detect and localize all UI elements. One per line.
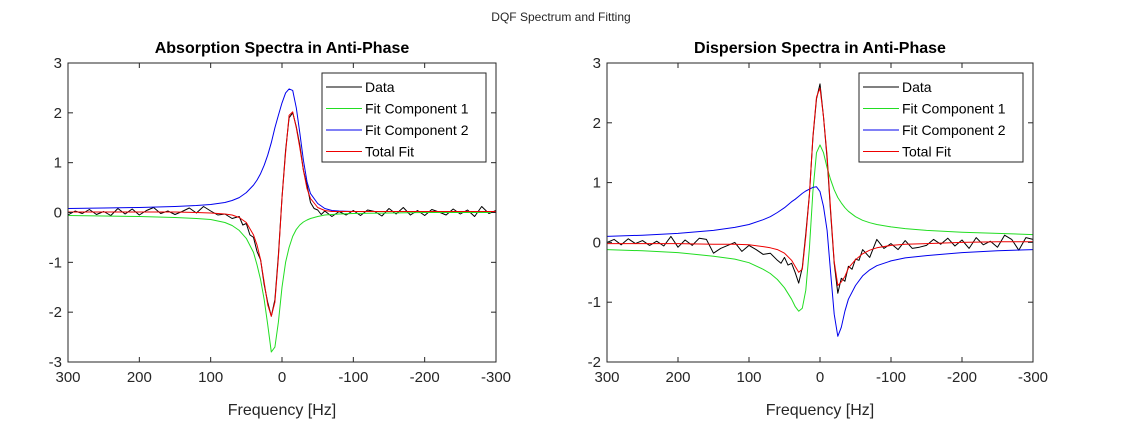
x-tick-label: -300	[1018, 369, 1048, 386]
series-line-data	[606, 83, 1034, 294]
subplot-title: Absorption Spectra in Anti-Phase	[155, 40, 410, 57]
x-tick-label: -100	[876, 369, 906, 386]
series-line-fit-component-1	[67, 212, 496, 353]
x-axis-label: Frequency [Hz]	[766, 402, 874, 419]
x-tick-label: 100	[198, 369, 223, 386]
legend-entry: Total Fit	[365, 144, 414, 160]
y-tick-label: -2	[49, 304, 62, 321]
series-line-total-fit	[68, 111, 496, 317]
x-tick-label: 0	[816, 369, 824, 386]
legend-entry: Fit Component 1	[902, 101, 1006, 117]
legend-entry: Total Fit	[902, 144, 951, 160]
x-tick-label: 0	[278, 369, 286, 386]
legend-entry: Fit Component 2	[365, 122, 469, 138]
legend-entry: Fit Component 2	[902, 122, 1006, 138]
y-tick-label: 2	[593, 115, 601, 132]
legend-entry: Data	[365, 79, 395, 95]
y-tick-label: 0	[593, 234, 601, 251]
y-tick-label: 0	[54, 205, 62, 222]
x-tick-label: -200	[410, 369, 440, 386]
x-tick-label: 300	[55, 369, 80, 386]
x-tick-label: 200	[665, 369, 690, 386]
x-tick-label: 300	[594, 369, 619, 386]
legend: Data Fit Component 1 Fit Component 2 Total …	[321, 72, 487, 163]
x-tick-label: 100	[736, 369, 761, 386]
series-line-fit-component-1	[606, 144, 1034, 312]
x-tick-label: -100	[338, 369, 368, 386]
y-tick-label: -3	[49, 354, 62, 371]
y-tick-label: 3	[593, 55, 601, 72]
y-tick-label: -2	[588, 354, 601, 371]
y-tick-label: 1	[593, 175, 601, 192]
legend-box	[858, 72, 1024, 163]
y-tick-label: 3	[54, 55, 62, 72]
figure-suptitle: DQF Spectrum and Fitting	[491, 10, 630, 24]
x-tick-label: -200	[947, 369, 977, 386]
y-tick-label: 2	[54, 105, 62, 122]
y-tick-label: 1	[54, 155, 62, 172]
legend-entry: Data	[902, 79, 932, 95]
series-line-fit-component-2	[606, 186, 1034, 337]
subplot-title: Dispersion Spectra in Anti-Phase	[694, 40, 946, 57]
x-axis-label: Frequency [Hz]	[228, 402, 336, 419]
series-line-total-fit	[607, 87, 1033, 286]
legend: Data Fit Component 1 Fit Component 2 Total …	[858, 72, 1024, 163]
y-tick-label: -1	[49, 254, 62, 271]
subplot-2: 300 200 100 0 -100 -200 -300 -2 -1 0 1 2 3 Dispersion…	[588, 40, 1048, 419]
legend-box	[321, 72, 487, 163]
x-tick-label: 200	[127, 369, 152, 386]
y-tick-label: -1	[588, 294, 601, 311]
subplot-1: 300 200 100 0 -100 -200 -300 -3 -2 -1 0 1 2 3 Absorpti…	[49, 40, 511, 419]
legend-entry: Fit Component 1	[365, 101, 469, 117]
x-tick-label: -300	[481, 369, 511, 386]
